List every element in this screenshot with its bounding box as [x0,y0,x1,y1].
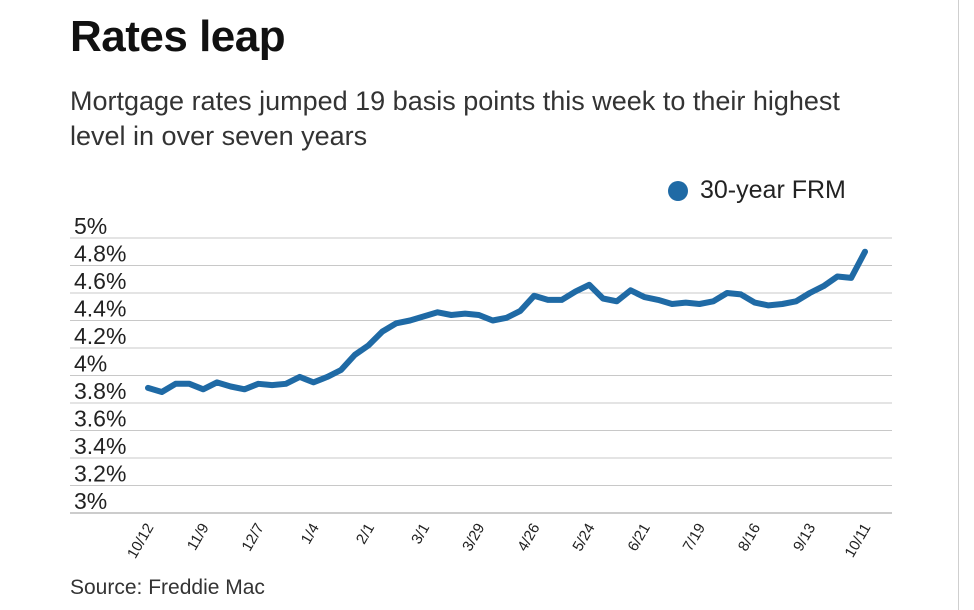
x-tick-label: 8/16 [735,521,764,555]
right-border [958,0,959,610]
source-note: Source: Freddie Mac [70,576,265,599]
y-tick-label: 3.6% [74,406,126,432]
x-tick-label: 10/12 [124,521,157,562]
chart-subtitle: Mortgage rates jumped 19 basis points th… [70,86,840,151]
y-tick-label: 3.4% [74,433,126,459]
legend-marker-icon [668,180,688,201]
y-tick-label: 4% [74,351,107,377]
x-tick-label: 3/29 [459,521,488,555]
chart-title: Rates leap [70,12,286,61]
series-line-30-year-frm [145,248,868,395]
x-tick-label: 10/11 [842,521,875,561]
x-tick-label: 12/7 [238,521,267,555]
y-tick-label: 3.8% [74,378,126,404]
y-tick-label: 3.2% [74,461,126,487]
x-tick-label: 5/24 [569,521,598,555]
gridlines [70,237,892,514]
legend-label: 30-year FRM [700,176,846,204]
y-tick-label: 4.2% [74,323,126,349]
x-tick-label: 7/19 [680,521,709,555]
x-tick-label: 11/9 [184,521,213,554]
y-axis-ticks: 5%4.8%4.6%4.4%4.2%4%3.8%3.6%3.4%3.2%3% [74,213,126,514]
x-tick-label: 4/26 [514,521,543,555]
y-tick-label: 4.6% [74,268,126,294]
series-layer [145,248,868,395]
x-axis-ticks: 10/12 11/9 12/7 1/4 2/1 3/1 3/29 4/26 5/24 6/21 7/… [124,521,874,562]
x-tick-label: 2/1 [353,521,378,548]
y-tick-label: 3% [74,488,107,514]
x-tick-label: 6/21 [625,521,654,555]
y-tick-label: 5% [74,213,107,239]
y-tick-label: 4.8% [74,241,126,267]
x-tick-label: 9/13 [790,521,819,555]
x-tick-label: 3/1 [408,521,433,548]
legend: 30-year FRM [668,176,846,205]
x-tick-label: 1/4 [298,521,323,548]
y-tick-label: 4.4% [74,296,126,322]
line-chart: 5%4.8%4.6%4.4%4.2%4%3.8%3.6%3.4%3.2%3% 1… [70,213,892,562]
